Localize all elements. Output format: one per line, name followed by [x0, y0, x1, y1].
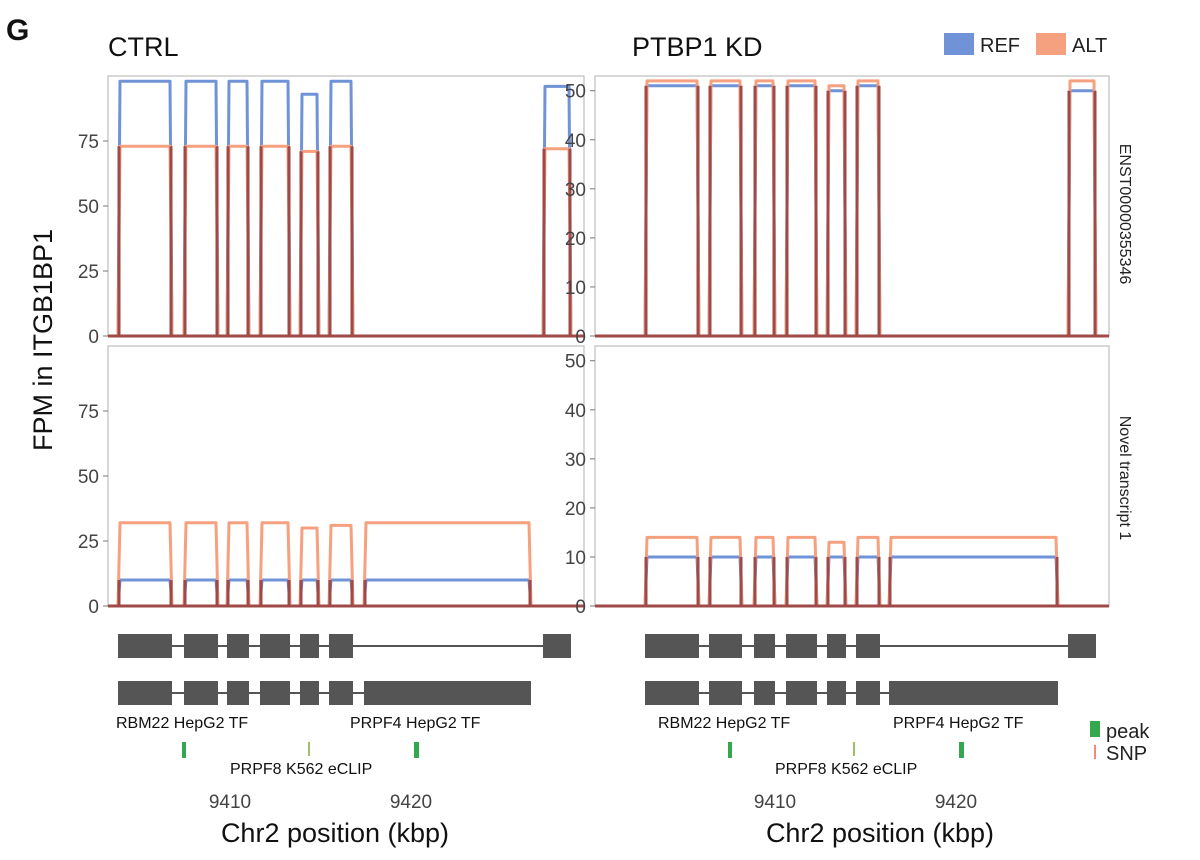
- y-tick-label: 0: [88, 597, 99, 618]
- peak-rbm22-ctrl: [182, 742, 186, 758]
- plot-frame: [107, 345, 585, 607]
- panel-ptbp1-novel: 0 10 20 30 40 50: [565, 345, 1110, 618]
- exon-block: [227, 634, 249, 658]
- y-axis-label: FPM in ITGB1BP1: [28, 229, 58, 451]
- exon-block: [786, 681, 817, 705]
- panel-letter: G: [6, 14, 29, 47]
- exon-block: [645, 681, 699, 705]
- exon-block: [645, 634, 699, 658]
- exon-block: [709, 681, 742, 705]
- exon-block: [329, 681, 353, 705]
- strip-label-novel: Novel transcript 1: [1116, 416, 1133, 541]
- exon-block: [827, 681, 846, 705]
- y-tick-label: 20: [565, 229, 586, 250]
- track-prpf4-ptbp1: PRPF4 HepG2 TF: [893, 715, 1024, 732]
- exon-block: [754, 681, 775, 705]
- x-axis-label-ptbp1: Chr2 position (kbp): [766, 818, 994, 848]
- exon-block: [184, 634, 218, 658]
- y-tick-label: 0: [575, 327, 586, 348]
- peak-prpf8-ctrl: [308, 742, 310, 756]
- track-legend-peak-label: peak: [1106, 721, 1150, 743]
- xtick-9410-ctrl: 9410: [209, 792, 251, 813]
- peak-prpf8-ptbp1: [853, 742, 855, 756]
- exon-block: [856, 681, 880, 705]
- legend-ref-swatch: [944, 33, 974, 55]
- exon-block: [260, 634, 290, 658]
- peak-prpf4-ptbp1: [959, 742, 964, 758]
- exon-block: [786, 634, 817, 658]
- y-tick-label: 0: [575, 597, 586, 618]
- x-axis-label-ctrl: Chr2 position (kbp): [221, 818, 449, 848]
- track-legend-peak-swatch: [1090, 721, 1100, 737]
- track-rbm22-ctrl: RBM22 HepG2 TF: [116, 715, 248, 732]
- y-tick-label: 50: [565, 82, 586, 103]
- exon-block: [856, 634, 880, 658]
- y-tick-label: 40: [565, 131, 586, 152]
- track-legend-snp-label: SNP: [1106, 743, 1147, 765]
- panel-ctrl-enst: 0 25 50 75: [78, 75, 585, 348]
- gene-models-ptbp1: [645, 634, 1096, 705]
- track-legend-snp-swatch: [1094, 745, 1096, 759]
- y-tick-label: 0: [88, 327, 99, 348]
- legend-alt-label: ALT: [1072, 35, 1107, 57]
- y-tick-label: 50: [78, 467, 99, 488]
- ctrl-title: CTRL: [108, 32, 179, 62]
- strip-label-enst: ENST00000355346: [1116, 144, 1133, 285]
- exon-block: [118, 634, 172, 658]
- exon-block: [1068, 634, 1096, 658]
- exon-block: [118, 681, 172, 705]
- exon-block: [543, 634, 571, 658]
- y-tick-label: 30: [565, 180, 586, 201]
- track-prpf8-ptbp1: PRPF8 K562 eCLIP: [775, 761, 917, 778]
- exon-block: [364, 681, 531, 705]
- y-tick-label: 10: [565, 278, 586, 299]
- gene-models-ctrl: [118, 634, 571, 705]
- exon-block: [709, 634, 742, 658]
- exon-block: [889, 681, 1058, 705]
- track-rbm22-ptbp1: RBM22 HepG2 TF: [658, 715, 790, 732]
- plot-frame: [594, 75, 1110, 337]
- peak-prpf4-ctrl: [414, 742, 419, 758]
- y-tick-label: 75: [78, 132, 99, 153]
- panel-ctrl-novel: 0 25 50 75: [78, 345, 585, 618]
- exon-block: [754, 634, 775, 658]
- exon-block: [300, 681, 319, 705]
- track-prpf8-ctrl: PRPF8 K562 eCLIP: [230, 761, 372, 778]
- y-tick-label: 50: [78, 197, 99, 218]
- track-prpf4-ctrl: PRPF4 HepG2 TF: [350, 715, 481, 732]
- exon-block: [227, 681, 249, 705]
- plot-frame: [594, 345, 1110, 607]
- xtick-9420-ptbp1: 9420: [935, 792, 977, 813]
- y-tick-label: 20: [565, 499, 586, 520]
- y-tick-label: 25: [78, 532, 99, 553]
- y-tick-label: 30: [565, 450, 586, 471]
- y-tick-label: 10: [565, 548, 586, 569]
- y-tick-label: 75: [78, 402, 99, 423]
- xtick-9410-ptbp1: 9410: [754, 792, 796, 813]
- exon-block: [260, 681, 290, 705]
- xtick-9420-ctrl: 9420: [390, 792, 432, 813]
- ptbp1-title: PTBP1 KD: [632, 32, 763, 62]
- y-tick-label: 25: [78, 262, 99, 283]
- exon-block: [184, 681, 218, 705]
- plot-frame: [107, 75, 585, 337]
- legend-alt-swatch: [1036, 33, 1066, 55]
- panel-ptbp1-enst: 0 10 20 30 40 50: [565, 75, 1110, 348]
- exon-block: [827, 634, 846, 658]
- exon-block: [329, 634, 353, 658]
- peak-rbm22-ptbp1: [728, 742, 732, 758]
- y-tick-label: 40: [565, 401, 586, 422]
- y-tick-label: 50: [565, 352, 586, 373]
- exon-block: [300, 634, 319, 658]
- legend-ref-label: REF: [980, 35, 1020, 57]
